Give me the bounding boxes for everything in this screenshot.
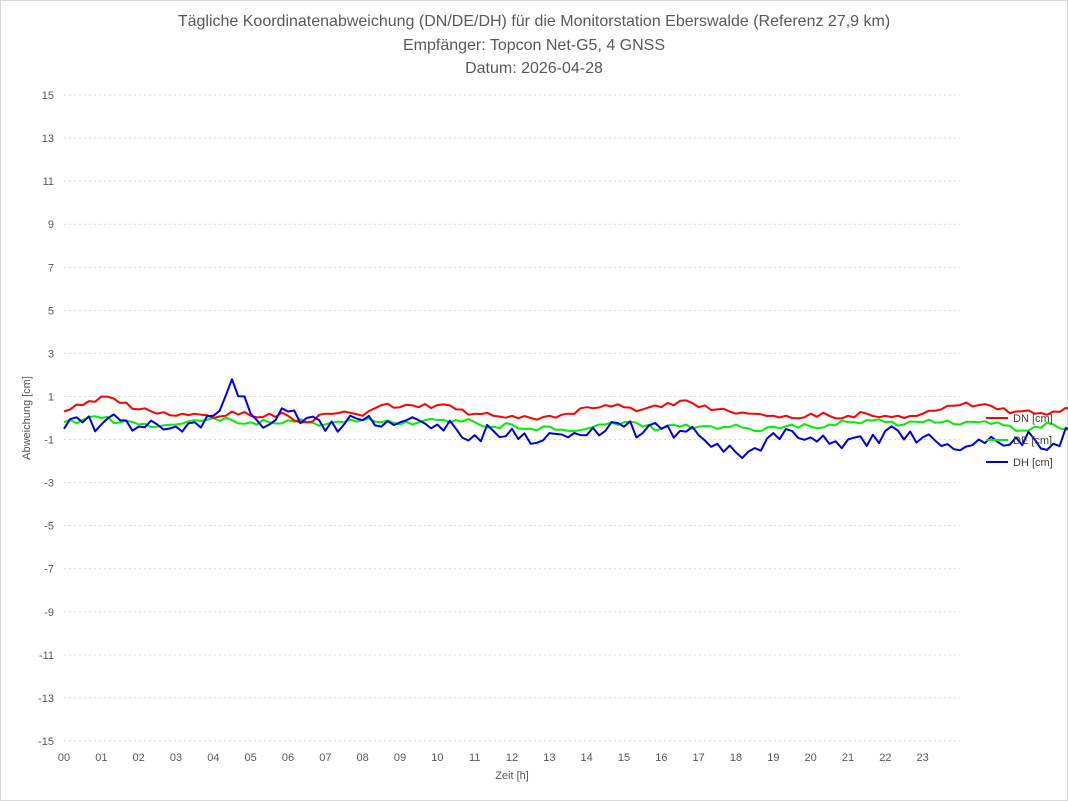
x-tick-label: 08 — [357, 752, 369, 764]
chart-subtitle-receiver: Empfänger: Topcon Net-G5, 4 GNSS — [402, 37, 666, 54]
x-tick-label: 18 — [730, 752, 742, 764]
y-tick-label: 3 — [48, 348, 54, 360]
y-tick-label: 7 — [48, 262, 54, 274]
y-tick-label: 1 — [48, 391, 54, 403]
y-tick-label: -9 — [44, 607, 54, 619]
series-line-dn — [63, 395, 1068, 424]
x-tick-label: 09 — [394, 752, 406, 764]
y-tick-label: 13 — [42, 133, 54, 145]
x-tick-label: 15 — [618, 752, 630, 764]
y-tick-label: -3 — [44, 478, 54, 490]
x-tick-label: 00 — [58, 752, 70, 764]
x-tick-label: 13 — [543, 752, 555, 764]
x-tick-label: 20 — [805, 752, 817, 764]
x-tick-label: 22 — [879, 752, 891, 764]
axes: 15 13 11 9 7 5 3 1 -1 -3 -5 -7 -9 -11 -13 -15 00 01 02 03 04… — [38, 90, 929, 764]
series-lines — [63, 378, 1068, 459]
y-tick-label: -11 — [39, 650, 54, 662]
series-line-dh — [63, 378, 1068, 459]
y-tick-label: 9 — [48, 219, 54, 231]
legend-label-dn: DN [cm] — [1013, 413, 1053, 425]
x-tick-label: 07 — [319, 752, 331, 764]
y-tick-label: 15 — [42, 90, 54, 102]
x-tick-label: 14 — [581, 752, 593, 764]
x-tick-label: 23 — [917, 752, 929, 764]
y-tick-label: -13 — [38, 693, 54, 705]
y-tick-label: -1 — [44, 435, 54, 447]
chart-title: Tägliche Koordinatenabweichung (DN/DE/DH… — [177, 13, 891, 30]
x-tick-label: 02 — [133, 752, 145, 764]
x-axis-title: Zeit [h] — [495, 770, 529, 782]
x-tick-label: 01 — [95, 752, 107, 764]
x-tick-label: 19 — [767, 752, 779, 764]
y-tick-label: 5 — [48, 305, 54, 317]
x-tick-label: 06 — [282, 752, 294, 764]
y-tick-label: -15 — [38, 736, 54, 748]
x-tick-label: 12 — [506, 752, 518, 764]
x-tick-label: 10 — [431, 752, 443, 764]
y-tick-label: -7 — [44, 564, 54, 576]
x-tick-label: 05 — [245, 752, 257, 764]
legend-label-dh: DH [cm] — [1013, 457, 1053, 469]
y-tick-label: -5 — [44, 521, 54, 533]
x-tick-label: 21 — [842, 752, 854, 764]
x-tick-label: 11 — [469, 752, 480, 764]
grid-lines — [64, 94, 960, 742]
chart-subtitle-date: Datum: 2026-04-28 — [465, 60, 603, 77]
y-axis-title: Abweichung [cm] — [21, 376, 33, 460]
legend-label-de: DE [cm] — [1013, 435, 1052, 447]
legend: DN [cm] DE [cm] DH [cm] — [986, 413, 1053, 469]
series-line-de — [63, 415, 1068, 433]
y-tick-label: 11 — [43, 176, 54, 188]
x-tick-label: 17 — [693, 752, 705, 764]
x-tick-label: 16 — [655, 752, 667, 764]
x-tick-label: 04 — [207, 752, 219, 764]
x-tick-label: 03 — [170, 752, 182, 764]
